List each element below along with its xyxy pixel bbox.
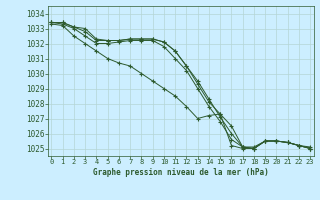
X-axis label: Graphe pression niveau de la mer (hPa): Graphe pression niveau de la mer (hPa) — [93, 168, 269, 177]
